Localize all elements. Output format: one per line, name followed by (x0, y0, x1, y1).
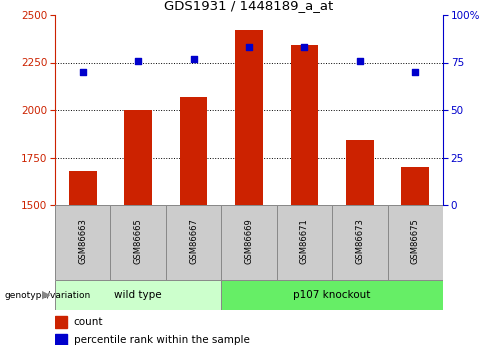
Point (245, 45, 253, 50)
Bar (290, 46, 318, 205)
Bar (166, 205, 221, 280)
Bar (387, 205, 443, 280)
Bar (221, 205, 277, 280)
Text: GSM86663: GSM86663 (78, 218, 87, 264)
Text: p107 knockout: p107 knockout (293, 290, 371, 300)
Title: GDS1931 / 1448189_a_at: GDS1931 / 1448189_a_at (164, 0, 334, 12)
Text: GSM86673: GSM86673 (355, 218, 365, 264)
Point (301, 45, 308, 50)
Point (134, 58, 142, 63)
Bar (55, 334, 67, 345)
Bar (332, 205, 387, 280)
Bar (110, 205, 166, 280)
Bar (277, 205, 332, 280)
Text: GSM86675: GSM86675 (411, 218, 420, 264)
Bar (55, 280, 221, 310)
Bar (55, 205, 110, 280)
Bar (235, 30, 263, 205)
Text: GSM86665: GSM86665 (134, 218, 142, 264)
Text: GSM86667: GSM86667 (189, 218, 198, 264)
Text: genotype/variation: genotype/variation (5, 290, 91, 299)
Bar (180, 97, 207, 205)
Bar (221, 280, 443, 310)
Text: percentile rank within the sample: percentile rank within the sample (74, 335, 250, 345)
Point (356, 58, 364, 63)
Text: count: count (74, 317, 103, 327)
Point (411, 69, 419, 75)
Bar (55, 316, 67, 328)
Point (190, 56, 198, 61)
Text: wild type: wild type (114, 290, 162, 300)
Point (79, 69, 86, 75)
Bar (402, 167, 429, 205)
Text: ▶: ▶ (41, 290, 50, 300)
Bar (346, 140, 374, 205)
Text: GSM86669: GSM86669 (244, 218, 253, 264)
Bar (69, 171, 97, 205)
Text: GSM86671: GSM86671 (300, 218, 309, 264)
Bar (124, 110, 152, 205)
